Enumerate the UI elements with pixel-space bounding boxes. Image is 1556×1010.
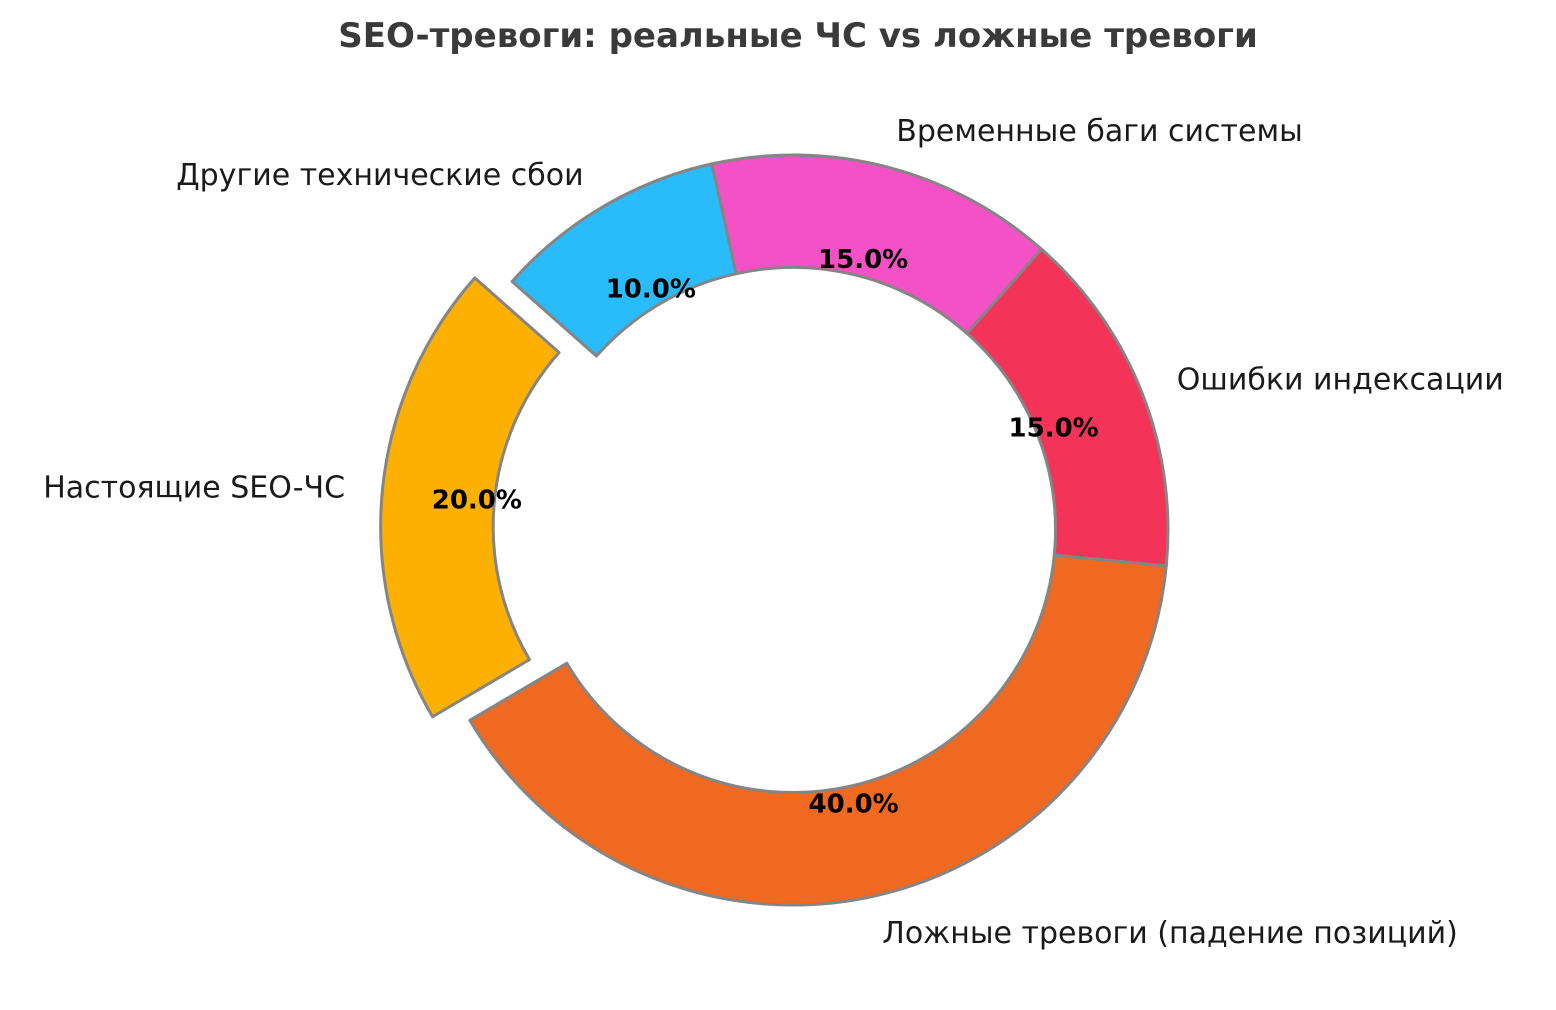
slice-pct-label-0: 15.0%	[818, 245, 908, 275]
slice-label-4: Другие технические сбои	[176, 158, 583, 193]
pie-slice-2	[468, 553, 1168, 907]
slice-label-1: Ошибки индексации	[1177, 362, 1504, 397]
pie-slice-3	[379, 276, 561, 719]
slice-label-2: Ложные тревоги (падение позиций)	[882, 916, 1458, 951]
slice-pct-label-2: 40.0%	[809, 790, 899, 820]
pie-slice-4	[510, 162, 738, 358]
slice-pct-label-1: 15.0%	[1009, 413, 1099, 443]
chart-title: SEO-тревоги: реальные ЧС vs ложные трево…	[338, 16, 1258, 56]
slice-label-0: Временные баги системы	[896, 114, 1303, 149]
slice-label-3: Настоящие SEO-ЧС	[43, 470, 345, 505]
slice-pct-label-4: 10.0%	[606, 275, 696, 305]
slice-pct-label-3: 20.0%	[432, 486, 522, 516]
